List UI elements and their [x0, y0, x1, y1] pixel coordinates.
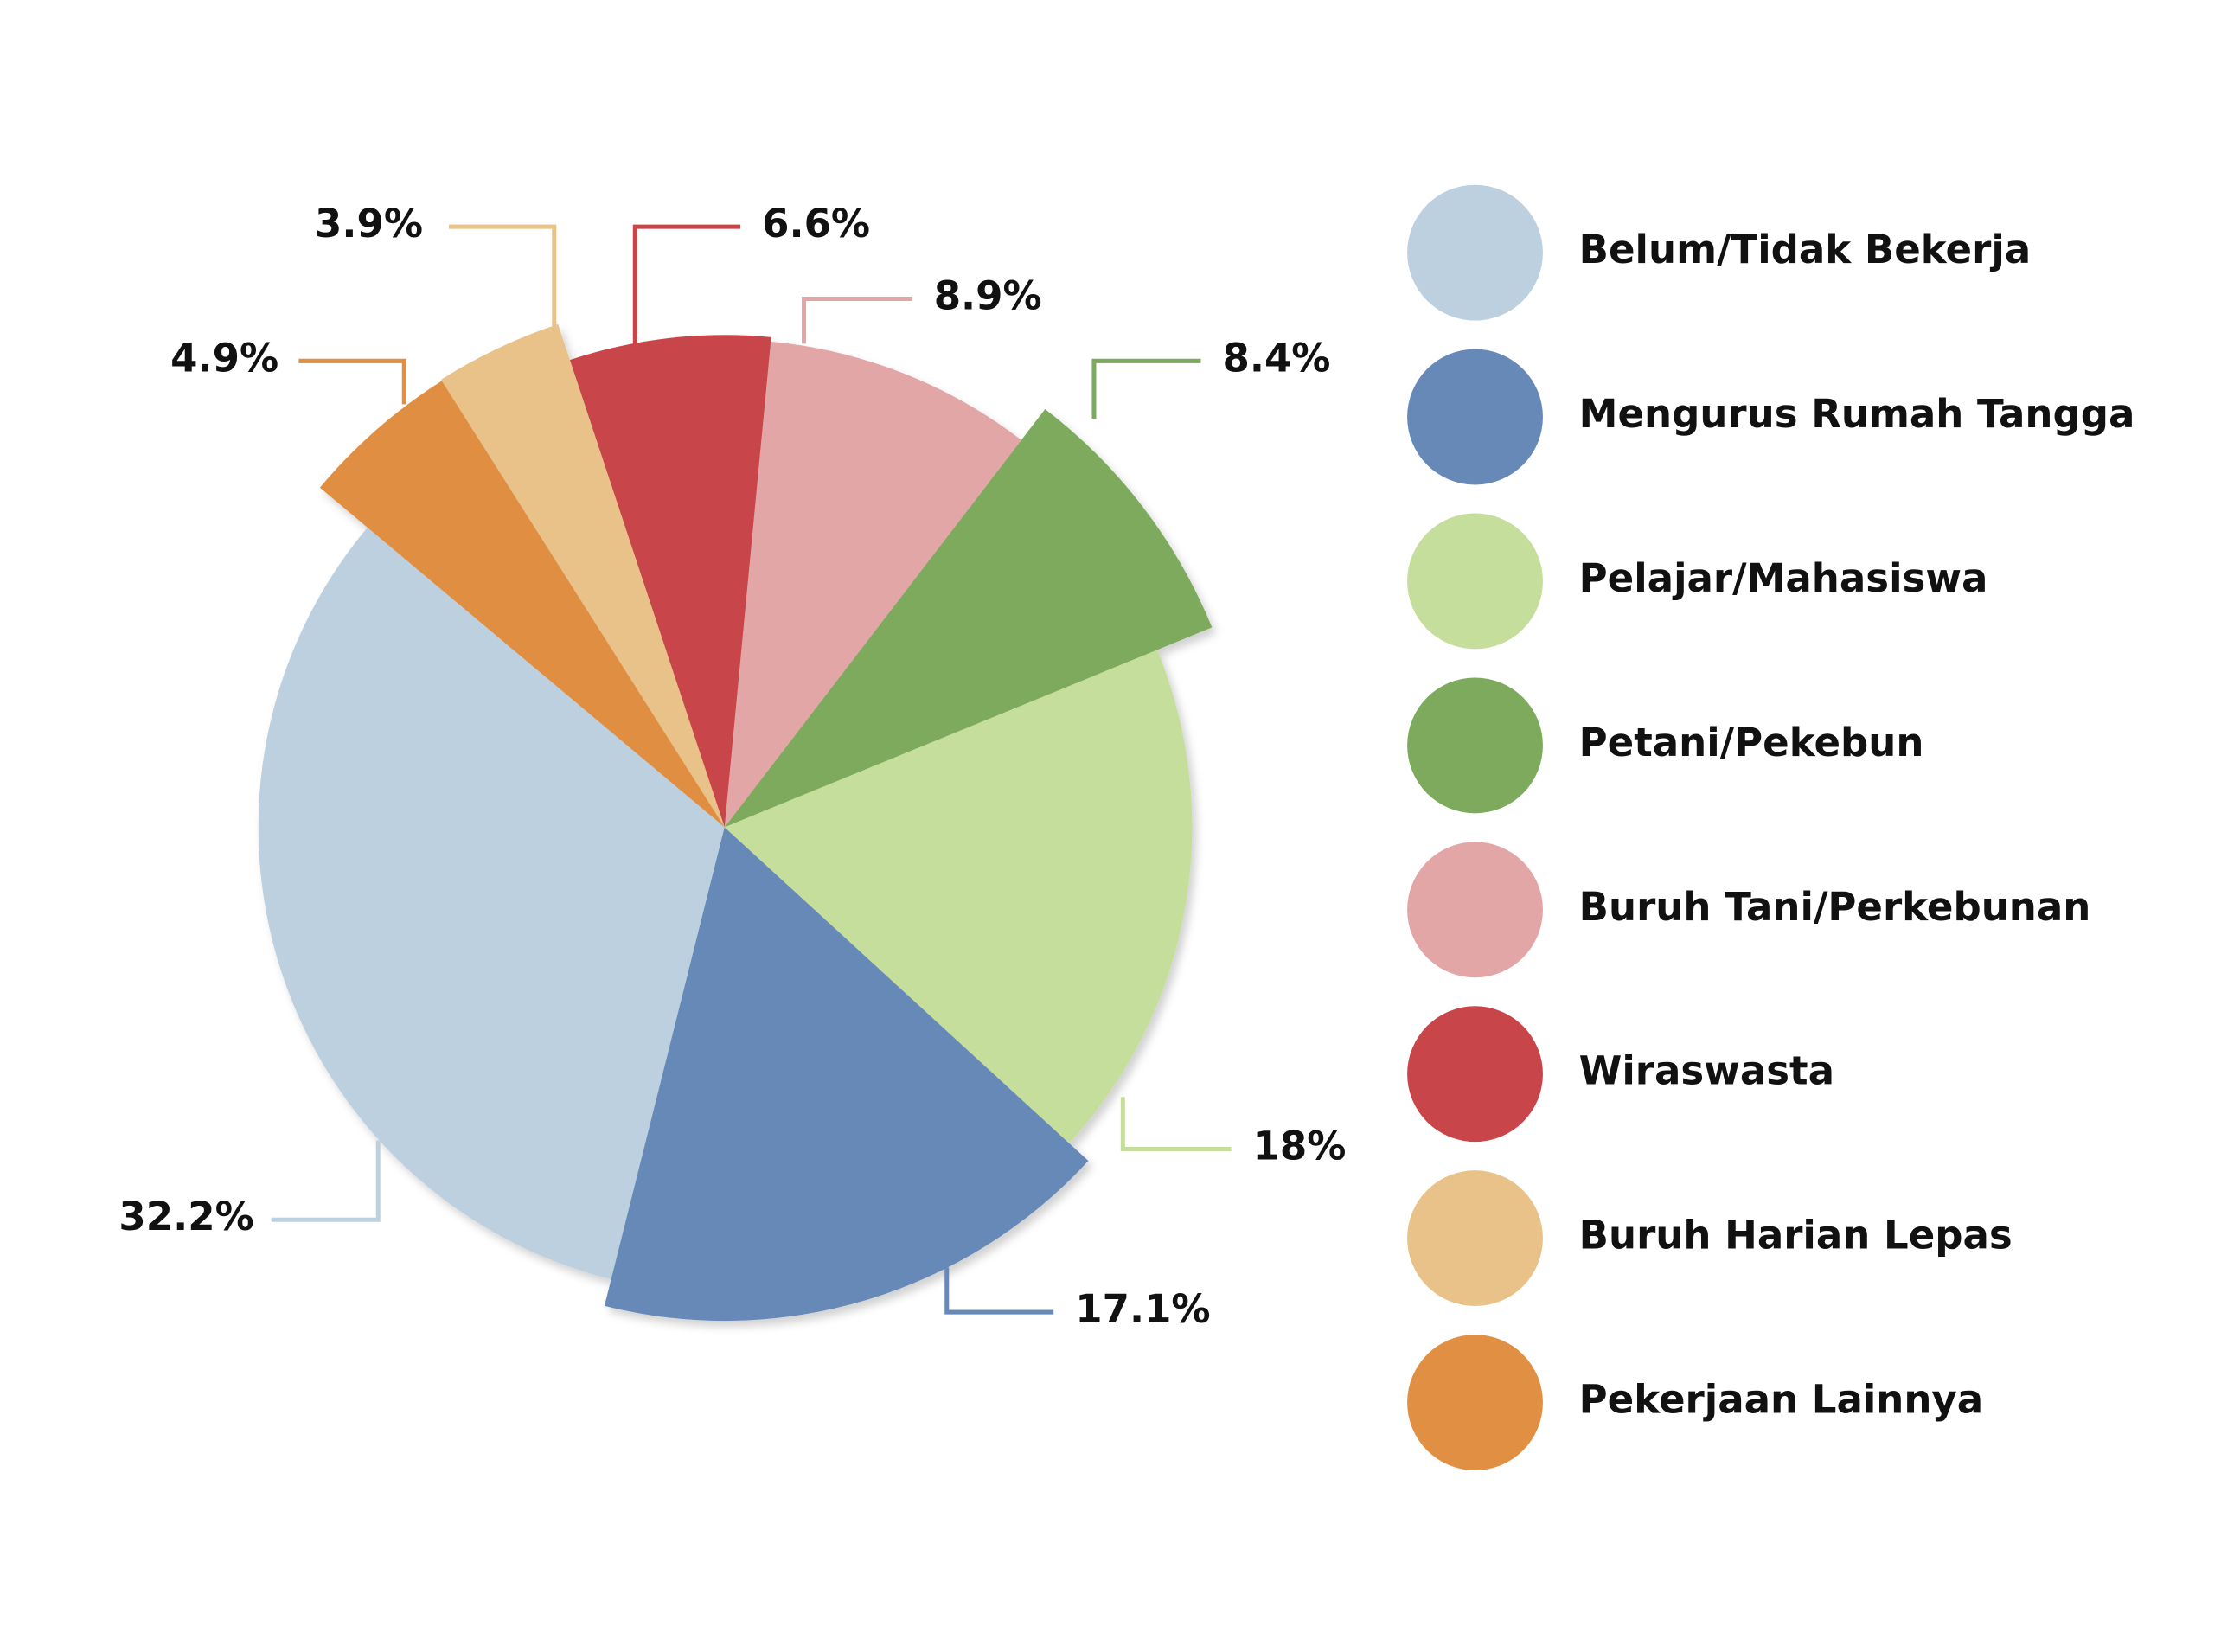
data-label: 4.9%: [170, 335, 278, 381]
pie-slice: [319, 381, 725, 828]
legend-label: Buruh Tani/Perkebunan: [1579, 884, 2091, 930]
leader-line: [1120, 1097, 1232, 1151]
legend-swatch: [1407, 184, 1543, 321]
legend-swatch: [1407, 1006, 1543, 1143]
leader-line: [802, 297, 912, 344]
leader-line: [1091, 358, 1201, 419]
pie-slice: [258, 527, 725, 1280]
legend-label: Buruh Harian Lepas: [1579, 1213, 2013, 1258]
pie-slice: [724, 650, 1193, 1143]
pie: [258, 323, 1213, 1322]
leader-line: [298, 358, 406, 405]
legend-label: Pekerjaan Lainnya: [1579, 1377, 1984, 1423]
legend-label: Petani/Pekebun: [1579, 720, 1924, 765]
legend-swatch: [1407, 513, 1543, 650]
legend-label: Wiraswasta: [1579, 1048, 1834, 1094]
data-label: 17.1%: [1075, 1286, 1210, 1332]
data-label: 6.6%: [762, 201, 870, 247]
data-label: 3.9%: [315, 201, 423, 247]
data-label: 18%: [1253, 1123, 1347, 1169]
legend-swatch: [1407, 842, 1543, 978]
leader-line: [271, 1140, 381, 1222]
legend-label: Mengurus Rumah Tangga: [1579, 391, 2135, 437]
leader-line: [449, 224, 557, 330]
leader-line: [944, 1267, 1054, 1315]
data-label: 8.9%: [934, 273, 1042, 319]
pie-slice: [569, 335, 771, 828]
legend-swatch: [1407, 349, 1543, 485]
pie-slice: [724, 341, 1021, 828]
pie-slice: [604, 827, 1089, 1322]
data-label: 32.2%: [118, 1194, 253, 1239]
legend-swatch: [1407, 677, 1543, 814]
data-label: 8.4%: [1222, 335, 1330, 381]
legend-swatch: [1407, 1170, 1543, 1307]
legend-swatch: [1407, 1335, 1543, 1470]
legend-label: Pelajar/Mahasiswa: [1579, 555, 1988, 601]
leader-line: [632, 224, 741, 347]
pie-slice: [440, 323, 725, 828]
pie-slice: [724, 408, 1213, 828]
legend-label: Belum/Tidak Bekerja: [1579, 227, 2031, 272]
